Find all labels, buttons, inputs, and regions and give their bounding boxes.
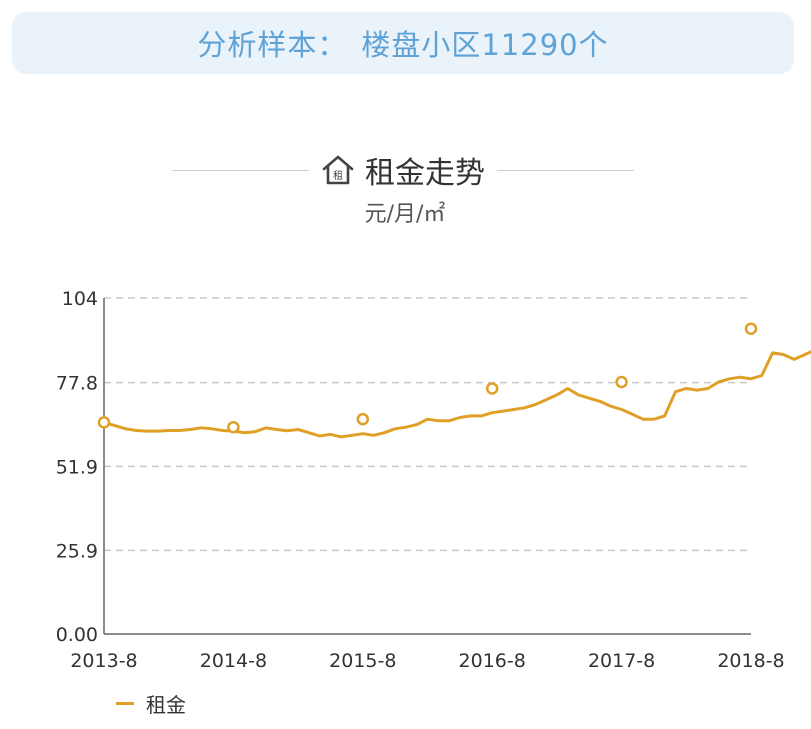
legend-label-rent: 租金 xyxy=(146,692,186,717)
y-tick-label: 77.8 xyxy=(56,373,98,395)
sample-banner: 分析样本： 楼盘小区11290个 xyxy=(12,12,794,74)
x-tick-label: 2018-8 xyxy=(717,650,784,672)
chart-title: 租金走势 xyxy=(365,156,485,191)
x-tick-label: 2015-8 xyxy=(329,650,396,672)
x-tick-label: 2017-8 xyxy=(588,650,655,672)
x-tick-label: 2014-8 xyxy=(200,650,267,672)
unit-label: 元/月/㎡ xyxy=(364,202,446,227)
title-divider-left xyxy=(172,169,309,171)
legend: 租金 xyxy=(116,690,186,717)
house-icon: 租 xyxy=(322,155,354,185)
chart-title-row: 租 租金走势 xyxy=(172,148,634,192)
sample-label: 分析样本： xyxy=(197,28,348,62)
y-tick-label: 0.00 xyxy=(56,624,98,646)
legend-swatch-rent xyxy=(116,701,134,705)
data-point-marker xyxy=(227,420,240,434)
svg-text:租: 租 xyxy=(333,169,343,182)
x-tick-label: 2013-8 xyxy=(70,650,137,672)
data-point-marker xyxy=(97,416,111,429)
data-point-marker xyxy=(485,382,499,395)
data-point-marker xyxy=(744,322,758,335)
sample-value: 楼盘小区11290个 xyxy=(361,28,609,62)
x-tick-label: 2016-8 xyxy=(459,650,526,672)
data-point-marker xyxy=(615,375,628,389)
data-point-marker xyxy=(356,412,370,426)
y-tick-label: 104 xyxy=(62,288,98,310)
title-divider-right xyxy=(497,169,634,171)
y-tick-label: 25.9 xyxy=(56,540,98,562)
y-tick-label: 51.9 xyxy=(56,456,98,478)
